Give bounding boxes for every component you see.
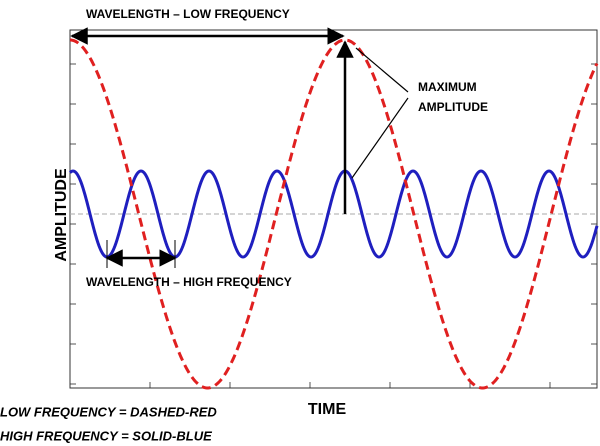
legend-entry: LOW FREQUENCY = DASHED-RED xyxy=(0,404,217,419)
low-frequency-wave xyxy=(70,38,599,390)
y-axis-label: AMPLITUDE xyxy=(53,168,70,262)
annotation: WAVELENGTH – LOW FREQUENCY xyxy=(86,7,290,21)
axis-ticks xyxy=(70,63,597,388)
high-frequency-wave xyxy=(68,169,599,259)
pointer-line xyxy=(355,47,409,93)
legend-entry: HIGH FREQUENCY = SOLID-BLUE xyxy=(0,428,212,443)
pointer-line xyxy=(351,97,409,179)
annotation: AMPLITUDE xyxy=(418,100,488,114)
annotation: WAVELENGTH – HIGH FREQUENCY xyxy=(86,275,292,289)
x-axis-label: TIME xyxy=(308,401,347,418)
label-bg xyxy=(80,4,350,26)
annotation: MAXIMUM xyxy=(418,80,477,94)
